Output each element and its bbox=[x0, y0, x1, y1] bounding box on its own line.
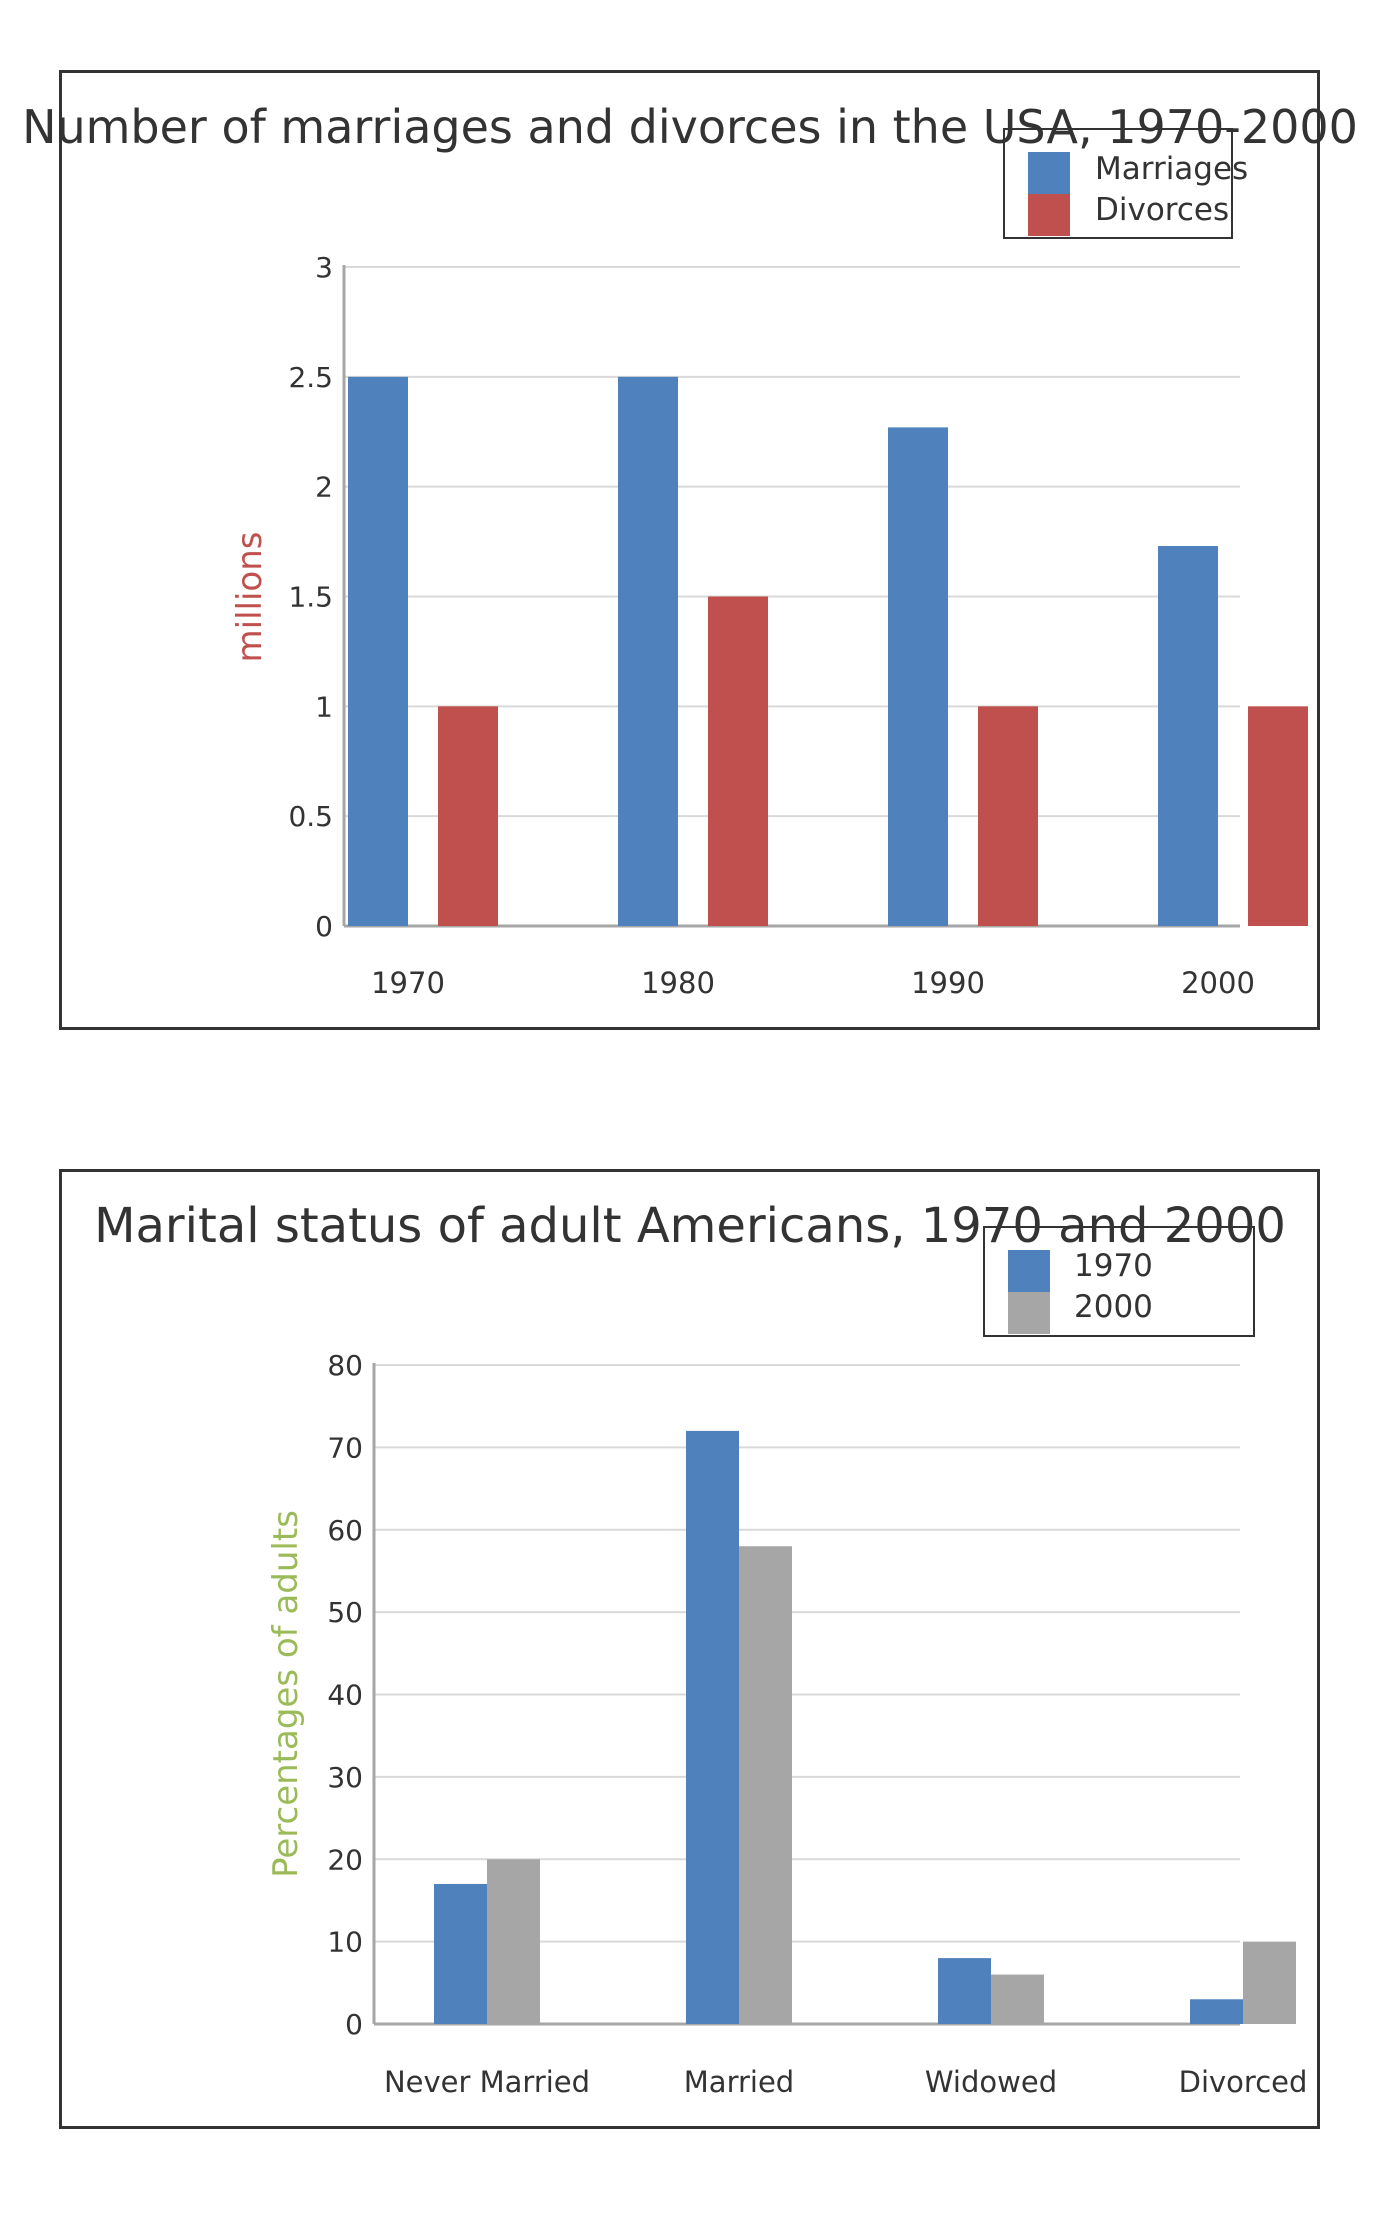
legend-swatch-marriages bbox=[1028, 152, 1070, 194]
marriages-divorces-svg: 0 0.5 1 1.5 2 2.5 3 1970 1980 1990 2000 millions Num… bbox=[22, 100, 1358, 1000]
bar-divorces-1990 bbox=[978, 706, 1038, 926]
bar-divorces-2000 bbox=[1248, 706, 1308, 926]
bar-2000-married bbox=[739, 1546, 792, 2024]
bar-2000-never-married bbox=[487, 1859, 540, 2024]
x-category-label: Widowed bbox=[925, 2065, 1057, 2099]
bar-1970-married bbox=[686, 1430, 739, 2024]
legend-label-2000: 2000 bbox=[1074, 1289, 1153, 1325]
y-tick-label: 20 bbox=[327, 1843, 363, 1876]
y-tick-label: 60 bbox=[327, 1514, 363, 1547]
x-category-label: 1990 bbox=[911, 966, 985, 1000]
bar-marriages-2000 bbox=[1158, 545, 1218, 926]
legend-swatch-2000 bbox=[1008, 1292, 1050, 1334]
y-axis-title: Percentages of adults bbox=[266, 1510, 306, 1878]
legend-box bbox=[983, 1226, 1255, 1337]
x-category-label: Married bbox=[684, 2065, 794, 2099]
legend-swatch-divorces bbox=[1028, 194, 1070, 236]
y-tick-label: 50 bbox=[327, 1596, 363, 1629]
y-tick-label: 2.5 bbox=[288, 361, 333, 394]
bar-divorces-1980 bbox=[708, 596, 768, 926]
x-category-label: 2000 bbox=[1181, 966, 1255, 1000]
marriages-divorces-chart: 0 0.5 1 1.5 2 2.5 3 1970 1980 1990 2000 millions Num… bbox=[22, 70, 1358, 1030]
y-tick-label: 70 bbox=[327, 1431, 363, 1464]
bar-marriages-1980 bbox=[618, 376, 678, 926]
y-tick-label: 30 bbox=[327, 1761, 363, 1794]
legend-swatch-1970 bbox=[1008, 1250, 1050, 1292]
bar-2000-widowed bbox=[991, 1974, 1044, 2024]
x-category-label: 1980 bbox=[641, 966, 715, 1000]
y-axis-title: millions bbox=[230, 532, 270, 663]
y-tick-label: 1 bbox=[315, 690, 333, 723]
bar-marriages-1970 bbox=[348, 376, 408, 926]
y-tick-label: 3 bbox=[315, 251, 333, 284]
y-tick-label: 0 bbox=[345, 2008, 363, 2041]
y-tick-label: 2 bbox=[315, 471, 333, 504]
marital-status-svg: 0 10 20 30 40 50 60 70 80 Never Married Married Wid… bbox=[94, 1198, 1308, 2099]
y-tick-label: 40 bbox=[327, 1679, 363, 1712]
bar-marriages-1990 bbox=[888, 427, 948, 926]
legend-label-marriages: Marriages bbox=[1095, 151, 1248, 187]
bar-1970-widowed bbox=[938, 1958, 991, 2024]
legend-label-1970: 1970 bbox=[1074, 1248, 1153, 1284]
bar-2000-divorced bbox=[1243, 1941, 1296, 2024]
y-tick-label: 0.5 bbox=[288, 800, 333, 833]
y-tick-label: 10 bbox=[327, 1926, 363, 1959]
legend-label-divorces: Divorces bbox=[1095, 192, 1229, 228]
x-category-label: Never Married bbox=[384, 2065, 590, 2099]
y-tick-label: 1.5 bbox=[288, 581, 333, 614]
x-category-label: Divorced bbox=[1179, 2065, 1308, 2099]
legend-box bbox=[1003, 128, 1233, 239]
chart-title: Number of marriages and divorces in the … bbox=[22, 100, 1358, 154]
bar-divorces-1970 bbox=[438, 706, 498, 926]
bar-1970-divorced bbox=[1190, 1999, 1243, 2024]
y-tick-label: 0 bbox=[315, 910, 333, 943]
bar-1970-never-married bbox=[434, 1883, 487, 2024]
marital-status-chart: 0 10 20 30 40 50 60 70 80 Never Married Married Wid… bbox=[59, 1169, 1320, 2129]
x-category-label: 1970 bbox=[371, 966, 445, 1000]
y-tick-label: 80 bbox=[327, 1349, 363, 1382]
